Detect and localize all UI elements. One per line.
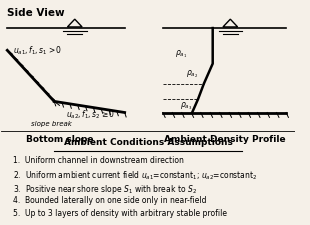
Text: Bottom slope: Bottom slope bbox=[26, 135, 94, 144]
Text: 5.  Up to 3 layers of density with arbitrary stable profile: 5. Up to 3 layers of density with arbitr… bbox=[13, 209, 227, 218]
Text: 1.  Uniform channel in downstream direction: 1. Uniform channel in downstream directi… bbox=[13, 156, 184, 165]
Text: Ambient Density Profile: Ambient Density Profile bbox=[164, 135, 285, 144]
Text: Side View: Side View bbox=[7, 8, 65, 18]
Text: $\rho_{a_3}$: $\rho_{a_3}$ bbox=[180, 100, 193, 112]
Text: $u_{a2}, f_1, s_2 \geq 0$: $u_{a2}, f_1, s_2 \geq 0$ bbox=[66, 108, 115, 121]
Text: $\rho_{a_1}$: $\rho_{a_1}$ bbox=[175, 49, 187, 61]
Text: 2.  Uniform ambient current field $u_{a1}$=constant$_1$; $u_{a2}$=constant$_2$: 2. Uniform ambient current field $u_{a1}… bbox=[13, 169, 258, 182]
Text: 3.  Positive near shore slope $S_1$ with break to $S_2$: 3. Positive near shore slope $S_1$ with … bbox=[13, 182, 197, 196]
Text: Ambient Conditions Assumptions: Ambient Conditions Assumptions bbox=[64, 138, 232, 147]
Text: $u_{a1}, f_1, s_1 > 0$: $u_{a1}, f_1, s_1 > 0$ bbox=[13, 45, 62, 57]
Text: $\rho_{a_2}$: $\rho_{a_2}$ bbox=[186, 69, 198, 81]
Text: 4.  Bounded laterally on one side only in near-field: 4. Bounded laterally on one side only in… bbox=[13, 196, 207, 205]
Text: slope break: slope break bbox=[31, 122, 72, 127]
